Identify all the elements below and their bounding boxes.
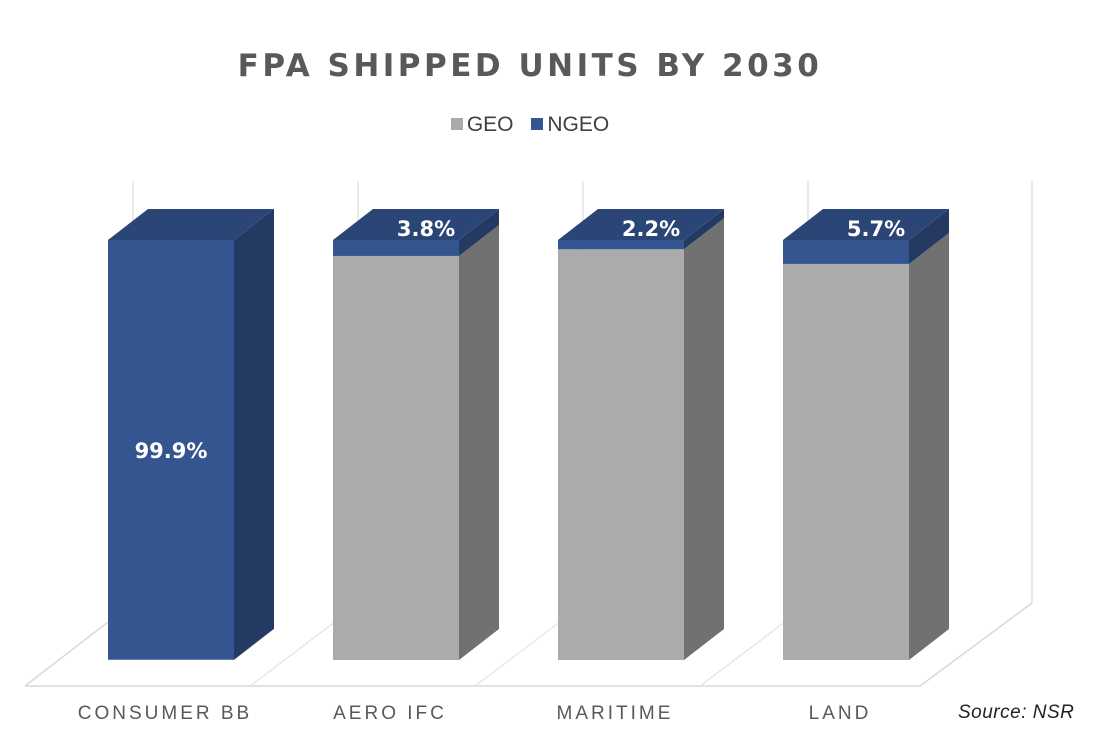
bar-geo-3: [783, 232, 949, 660]
bar-top: [783, 209, 949, 240]
floor-left-edge: [24, 621, 109, 687]
bar-side: [234, 209, 274, 660]
bar-side: [684, 218, 724, 661]
legend-label-geo: GEO: [466, 113, 514, 136]
chart-bars: [108, 209, 949, 661]
bar-geo-0: [108, 628, 274, 660]
data-label-1: 3.8%: [397, 217, 455, 241]
bar-side: [234, 628, 274, 660]
bar-geo-2: [558, 218, 724, 661]
data-label-3: 5.7%: [847, 217, 905, 241]
bar-front: [333, 240, 459, 256]
bar-side: [459, 209, 499, 256]
legend-label-ngeo: NGEO: [547, 113, 610, 136]
legend-item-geo: GEO: [450, 113, 514, 137]
bar-side: [684, 209, 724, 250]
bar-front: [108, 240, 234, 660]
bar-side: [909, 232, 949, 660]
x-tick-label-3: LAND: [809, 703, 872, 724]
bar-ngeo-3: [783, 209, 949, 264]
bar-top: [558, 209, 724, 240]
bar-top: [333, 209, 499, 240]
chart-title: FPA SHIPPED UNITS BY 2030: [237, 48, 823, 84]
legend: GEO NGEO: [0, 113, 1060, 137]
x-tick-label-2: MARITIME: [557, 703, 674, 724]
source-note: Source: NSR: [958, 702, 1075, 723]
bar-ngeo-1: [333, 209, 499, 256]
bar-front: [333, 255, 459, 660]
bar-geo-1: [333, 224, 499, 660]
data-label-2: 2.2%: [622, 217, 680, 241]
legend-swatch-ngeo: [531, 118, 544, 130]
bar-front: [558, 249, 684, 661]
bar-top: [108, 209, 274, 240]
bar-ngeo-0: [108, 209, 274, 660]
bar-side: [909, 209, 949, 264]
bar-front: [783, 240, 909, 264]
x-tick-label-0: CONSUMER BB: [78, 703, 252, 724]
bar-side: [459, 224, 499, 660]
x-axis-ticks: CONSUMER BB AERO IFC MARITIME LAND: [78, 703, 872, 724]
legend-swatch-geo: [450, 118, 463, 130]
legend-item-ngeo: NGEO: [531, 113, 609, 137]
chart-data-labels: 99.9% 3.8% 2.2% 5.7%: [135, 217, 906, 463]
floor-right-edge: [919, 602, 1033, 687]
bar-front: [783, 263, 909, 660]
data-label-0: 99.9%: [135, 439, 208, 463]
bar-ngeo-2: [558, 209, 724, 250]
bar-front: [558, 240, 684, 250]
x-tick-label-1: AERO IFC: [333, 703, 447, 724]
